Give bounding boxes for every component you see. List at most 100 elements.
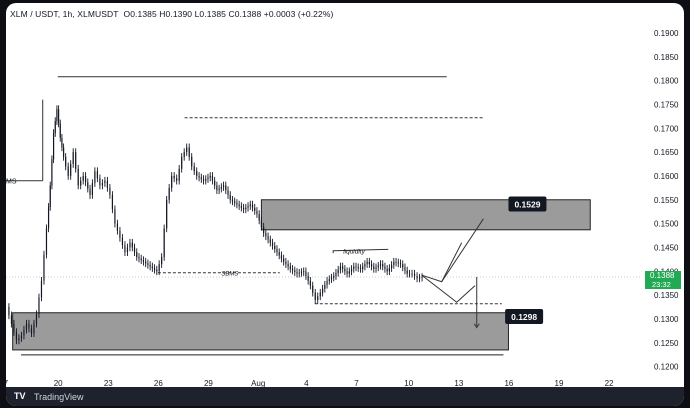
candle-body	[258, 214, 260, 221]
candle-body	[142, 260, 145, 262]
candle-body	[45, 228, 48, 255]
candle-body	[28, 323, 30, 329]
candle-body	[382, 264, 384, 267]
target-down-label-box[interactable]	[505, 308, 544, 324]
candle-body	[287, 264, 289, 267]
candle-body	[138, 256, 140, 259]
candle-body	[198, 175, 200, 178]
candle-body	[344, 268, 346, 272]
candle-body	[151, 266, 153, 269]
candle-body	[404, 267, 406, 271]
price-chart[interactable]: MS SBMS liquidity 0.1529 0.1298 0.1900 0.1850 0…	[6, 3, 684, 406]
candle-body	[140, 258, 142, 261]
candle-body	[300, 272, 303, 273]
candle-body	[254, 207, 256, 211]
candle-body	[364, 264, 366, 267]
candle-body	[75, 152, 77, 169]
candle-body	[317, 296, 319, 300]
candle-body	[161, 256, 163, 265]
candle-body	[72, 152, 74, 165]
sbms-label: SBMS	[221, 272, 238, 278]
candle-body	[216, 185, 218, 191]
candle-body	[408, 273, 411, 275]
candle-body	[186, 147, 188, 153]
symbol-info[interactable]: XLM / USDT, 1h, XLMUSDT	[10, 9, 119, 19]
candle-body	[171, 175, 173, 188]
lower-demand-zone	[12, 312, 509, 351]
candle-body	[163, 228, 165, 257]
candle-body	[94, 171, 96, 184]
candle-body	[247, 206, 249, 208]
candle-body	[133, 247, 136, 253]
candle-body	[324, 284, 326, 289]
y-tick-label: 0.1450	[654, 243, 679, 252]
target-up-label-box[interactable]	[508, 196, 547, 212]
candle-body	[10, 315, 13, 324]
ohlc-values: O0.1385 H0.1390 L0.1385 C0.1388 +0.0003 …	[123, 9, 334, 19]
candle-body	[353, 266, 355, 269]
candle-body	[54, 121, 56, 134]
candle-body	[101, 183, 104, 186]
candle-body	[307, 276, 309, 281]
candle-body	[200, 177, 202, 180]
candle-body	[205, 179, 207, 181]
candle-body	[30, 328, 33, 334]
candle-body	[121, 237, 124, 246]
candle-body	[375, 267, 377, 269]
projection-path-up	[421, 242, 463, 283]
candle-body	[129, 242, 131, 248]
candle-body	[96, 171, 98, 179]
candle-body	[57, 109, 60, 124]
candle-body	[402, 264, 404, 268]
x-tick-label: 19	[555, 379, 564, 388]
candle-body	[337, 269, 339, 273]
candle-body	[119, 230, 121, 238]
y-tick-label: 0.1600	[654, 172, 679, 181]
candle-body	[147, 263, 149, 265]
y-tick-label: 0.1850	[654, 53, 679, 62]
candle-body	[245, 207, 247, 210]
candle-body	[181, 156, 183, 169]
candle-body	[84, 175, 87, 183]
candle-body	[393, 261, 395, 265]
candle-body	[406, 270, 408, 274]
candle-body	[421, 276, 423, 278]
x-tick-label: Aug	[251, 379, 265, 388]
chart-frame: MS SBMS liquidity 0.1529 0.1298 0.1900 0.1850 0…	[6, 3, 684, 406]
candle-body	[305, 271, 307, 277]
candle-body	[168, 187, 170, 200]
candle-body	[33, 323, 35, 334]
candle-body	[207, 177, 209, 180]
projection-path-down	[421, 274, 476, 303]
candle-body	[289, 266, 291, 269]
candle-body	[20, 335, 23, 339]
candle-body	[263, 226, 265, 234]
brand-name[interactable]: TradingView	[34, 391, 84, 402]
candle-body	[106, 180, 109, 188]
candle-body	[411, 273, 413, 275]
candle-body	[388, 268, 390, 272]
candle-body	[91, 183, 93, 195]
candle-body	[368, 261, 370, 265]
candle-body	[333, 276, 335, 278]
y-tick-label: 0.1700	[654, 124, 679, 133]
candle-body	[38, 297, 40, 315]
target-up-label: 0.1529	[514, 199, 540, 209]
tradingview-logo-icon[interactable]: TV	[14, 391, 26, 401]
candle-body	[238, 204, 240, 207]
x-tick-label: 7	[354, 379, 359, 388]
candle-body	[359, 268, 362, 269]
candle-body	[384, 266, 386, 269]
x-tick-label: 16	[504, 379, 513, 388]
candle-body	[227, 190, 229, 195]
candle-body	[285, 261, 287, 265]
candle-body	[377, 265, 379, 268]
candle-body	[70, 164, 72, 176]
candle-body	[330, 277, 333, 280]
candle-body	[25, 323, 28, 330]
candle-body	[240, 206, 242, 208]
candle-body	[211, 175, 214, 181]
y-tick-label: 0.1500	[654, 220, 679, 229]
price-countdown: 23:32	[652, 280, 671, 289]
candle-body	[176, 178, 178, 181]
